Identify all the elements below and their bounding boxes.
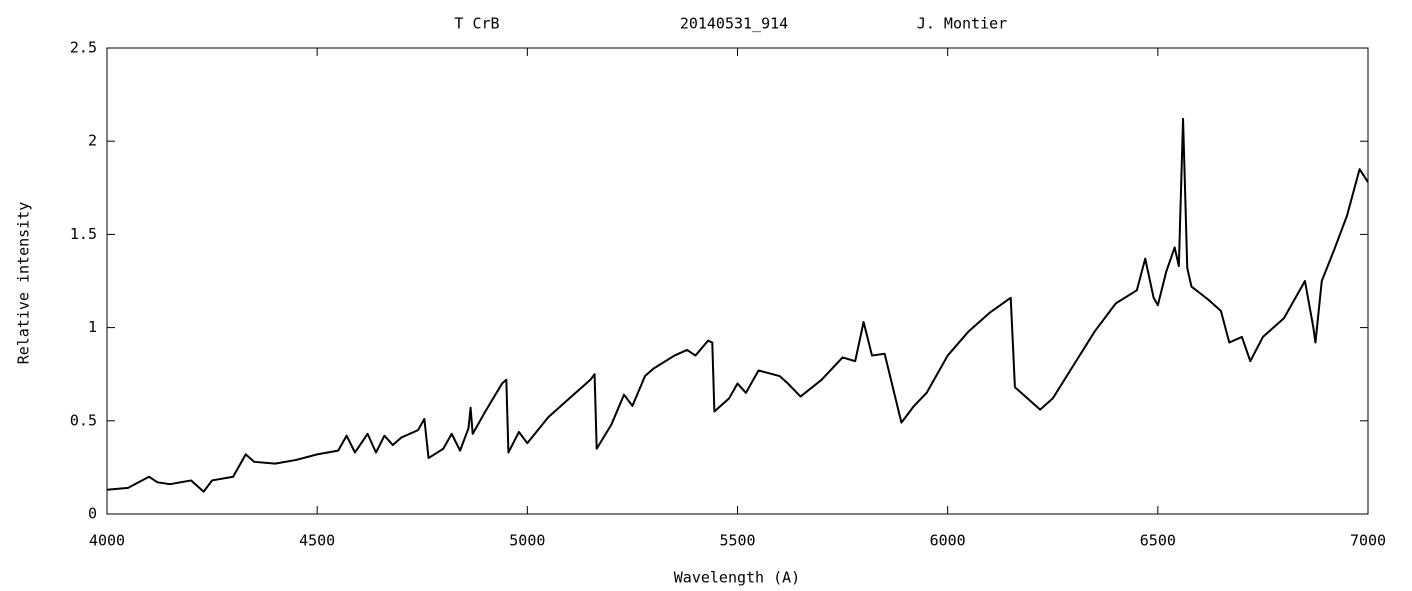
x-tick-label: 4000 bbox=[89, 532, 125, 550]
x-axis-label: Wavelength (A) bbox=[674, 569, 800, 587]
title-part: J. Montier bbox=[917, 15, 1007, 33]
x-tick-label: 4500 bbox=[299, 532, 335, 550]
y-axis-label: Relative intensity bbox=[15, 202, 33, 365]
title-part: 20140531_914 bbox=[680, 15, 788, 33]
y-tick-label: 1.5 bbox=[70, 225, 97, 243]
x-tick-label: 7000 bbox=[1350, 532, 1386, 550]
x-tick-label: 5500 bbox=[719, 532, 755, 550]
spectrum-line bbox=[106, 117, 1369, 493]
y-tick-label: 0 bbox=[88, 505, 97, 523]
title-part: T CrB bbox=[454, 15, 499, 33]
y-tick-label: 1 bbox=[88, 318, 97, 336]
y-tick-label: 0.5 bbox=[70, 411, 97, 429]
y-tick-label: 2.5 bbox=[70, 39, 97, 57]
x-tick-label: 6000 bbox=[930, 532, 966, 550]
x-tick-label: 5000 bbox=[509, 532, 545, 550]
y-tick-label: 2 bbox=[88, 132, 97, 150]
x-tick-label: 6500 bbox=[1140, 532, 1176, 550]
